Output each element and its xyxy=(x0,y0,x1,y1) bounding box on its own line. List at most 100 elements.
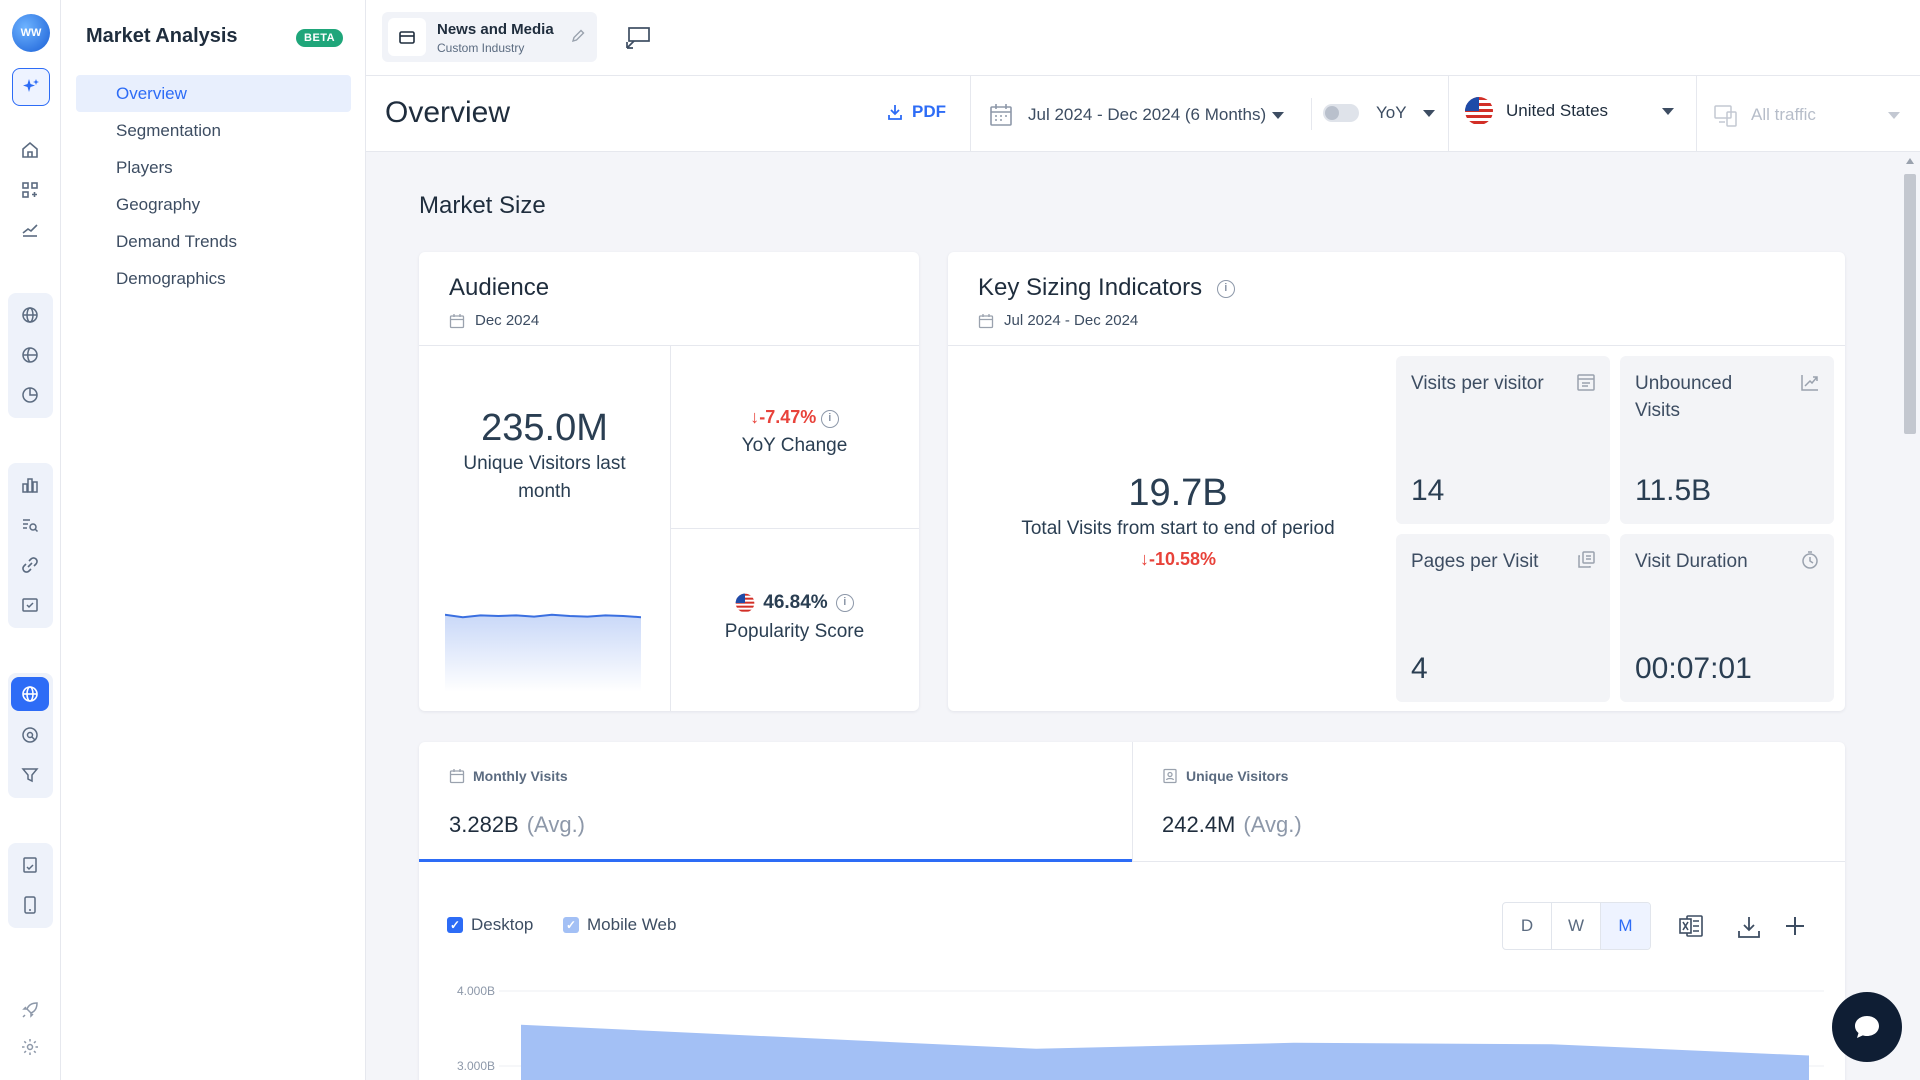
country-selector[interactable]: United States xyxy=(1464,96,1675,126)
settings-gear-icon[interactable] xyxy=(18,1035,42,1059)
funnel-icon[interactable] xyxy=(18,763,42,787)
rail-group-research xyxy=(8,463,53,628)
chat-bubble-icon xyxy=(1855,1016,1879,1038)
scroll-up-arrow-icon[interactable] xyxy=(1906,158,1914,164)
nav-item-overview[interactable]: Overview xyxy=(76,75,351,112)
compare-icon[interactable] xyxy=(624,24,652,57)
excel-export-icon[interactable] xyxy=(1677,912,1705,945)
visits-area-chart: 4.000B 3.000B xyxy=(457,984,1824,1080)
kpi-tile-visits-per-visitor[interactable]: Visits per visitor 14 xyxy=(1396,356,1610,524)
granularity-monthly[interactable]: M xyxy=(1601,903,1650,949)
key-sizing-date: Jul 2024 - Dec 2024 xyxy=(978,312,1138,329)
granularity-daily[interactable]: D xyxy=(1503,903,1552,949)
yoy-toggle[interactable] xyxy=(1323,104,1359,122)
calendar-icon xyxy=(449,769,465,784)
kpi-tile-visit-duration[interactable]: Visit Duration 00:07:01 xyxy=(1620,534,1834,702)
tab-suffix: (Avg.) xyxy=(526,812,586,837)
chat-support-button[interactable] xyxy=(1832,992,1902,1062)
devices-icon xyxy=(1714,105,1737,127)
market-size-title: Market Size xyxy=(419,192,546,219)
industry-type: Custom Industry xyxy=(437,41,525,55)
report-icon[interactable] xyxy=(18,853,42,877)
traffic-selector[interactable]: All traffic xyxy=(1713,102,1900,128)
nav-item-geography[interactable]: Geography xyxy=(116,195,201,214)
audience-card: Audience Dec 2024 235.0M Unique Visitors… xyxy=(419,252,919,711)
legend-desktop[interactable]: ✓ Desktop xyxy=(447,915,533,935)
pages-icon xyxy=(1576,550,1596,575)
market-globe-icon[interactable] xyxy=(11,677,49,711)
nav-item-demand-trends[interactable]: Demand Trends xyxy=(116,232,237,251)
tab-label: Monthly Visits xyxy=(473,768,568,784)
nav-item-segmentation[interactable]: Segmentation xyxy=(116,121,221,140)
yoy-change-label: YoY Change xyxy=(741,435,848,456)
industry-selector[interactable]: News and Media Custom Industry xyxy=(382,12,597,62)
search-target-icon[interactable] xyxy=(18,723,42,747)
pdf-export-button[interactable]: PDF xyxy=(886,102,946,122)
country-caret-icon xyxy=(1662,107,1675,115)
kpi-tile-unbounced-visits[interactable]: Unbounced Visits 11.5B xyxy=(1620,356,1834,524)
calendar-icon xyxy=(990,104,1012,126)
audience-title: Audience xyxy=(449,274,550,301)
tile-value: 4 xyxy=(1411,652,1428,685)
nav-section-title: Market Analysis xyxy=(86,25,238,47)
tile-value: 00:07:01 xyxy=(1635,652,1752,685)
tile-value: 14 xyxy=(1411,474,1445,507)
stopwatch-icon xyxy=(1800,550,1820,575)
card-divider xyxy=(419,345,919,346)
granularity-weekly[interactable]: W xyxy=(1552,903,1601,949)
nav-item-players[interactable]: Players xyxy=(116,158,173,177)
tab-unique-visitors[interactable]: Unique Visitors 242.4M (Avg.) xyxy=(1132,742,1845,862)
tile-label: Visit Duration xyxy=(1635,551,1748,572)
country-name: United States xyxy=(1506,101,1609,120)
pie-chart-icon[interactable] xyxy=(18,383,42,407)
key-sizing-card: Key Sizing Indicators i Jul 2024 - Dec 2… xyxy=(948,252,1845,711)
yoy-change-value: -7.47% xyxy=(759,407,817,427)
info-icon[interactable]: i xyxy=(835,594,854,612)
compare-dropdown[interactable]: YoY xyxy=(1376,103,1435,123)
mobile-icon[interactable] xyxy=(18,893,42,917)
calendar-icon xyxy=(978,313,994,328)
tab-monthly-visits[interactable]: Monthly Visits 3.282B (Avg.) xyxy=(419,742,1132,862)
card-divider xyxy=(948,345,1845,346)
tab-divider xyxy=(1132,742,1133,862)
scrollbar-thumb[interactable] xyxy=(1904,174,1916,434)
us-flag-icon xyxy=(735,593,755,613)
kpi-tile-pages-per-visit[interactable]: Pages per Visit 4 xyxy=(1396,534,1610,702)
compare-label: YoY xyxy=(1376,103,1407,122)
globe-search-icon[interactable] xyxy=(18,343,42,367)
bar-chart-icon[interactable] xyxy=(18,473,42,497)
tile-label: Visits per visitor xyxy=(1411,373,1544,394)
link-icon[interactable] xyxy=(18,553,42,577)
industry-box-icon xyxy=(388,18,426,56)
line-chart-icon[interactable] xyxy=(18,218,42,242)
top-bar: News and Media Custom Industry xyxy=(366,0,1920,76)
info-icon[interactable]: i xyxy=(1216,279,1235,298)
page-scrollbar[interactable] xyxy=(1900,152,1920,1080)
market-analysis-nav: Market Analysis BETA Overview Segmentati… xyxy=(61,0,366,1080)
rail-group-apps xyxy=(8,843,53,928)
nav-item-demographics[interactable]: Demographics xyxy=(116,269,226,288)
tab-suffix: (Avg.) xyxy=(1243,812,1302,837)
header-divider xyxy=(1311,98,1312,130)
globe-icon[interactable] xyxy=(18,303,42,327)
ai-sparkle-button[interactable] xyxy=(12,68,50,106)
download-icon xyxy=(888,105,902,120)
rocket-icon[interactable] xyxy=(18,998,42,1022)
home-icon[interactable] xyxy=(18,138,42,162)
edit-pencil-icon[interactable] xyxy=(570,28,586,49)
keyword-search-icon[interactable] xyxy=(18,513,42,537)
info-icon[interactable]: i xyxy=(820,409,839,428)
tasks-icon[interactable] xyxy=(18,593,42,617)
similarweb-logo[interactable]: WW xyxy=(12,14,50,52)
dashboard-icon[interactable] xyxy=(18,178,42,202)
download-icon[interactable] xyxy=(1736,914,1762,945)
unique-visitors-sparkline xyxy=(445,613,641,692)
unique-visitors-block: 235.0M Unique Visitors last month xyxy=(419,407,670,506)
audience-date: Dec 2024 xyxy=(449,312,539,329)
legend-mobile-web[interactable]: ✓ Mobile Web xyxy=(563,915,676,935)
popularity-label: Popularity Score xyxy=(724,621,865,642)
add-plus-icon[interactable] xyxy=(1784,915,1806,942)
total-visits-change: -10.58% xyxy=(1148,549,1217,569)
icon-rail: WW xyxy=(0,0,61,1080)
date-range-picker[interactable]: Jul 2024 - Dec 2024 (6 Months) xyxy=(988,102,1285,128)
